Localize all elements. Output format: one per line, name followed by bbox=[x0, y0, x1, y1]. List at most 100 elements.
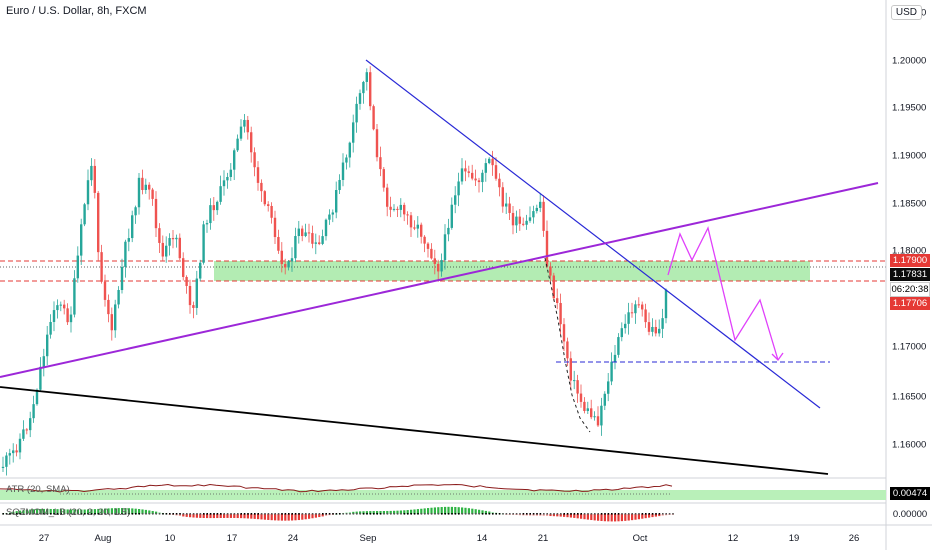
candle-body[interactable] bbox=[494, 165, 498, 179]
candle-body[interactable] bbox=[413, 227, 416, 229]
candle-body[interactable] bbox=[239, 126, 243, 139]
candle-body[interactable] bbox=[549, 266, 552, 276]
candle-body[interactable] bbox=[18, 438, 22, 453]
candle-body[interactable] bbox=[331, 212, 334, 215]
candle-body[interactable] bbox=[335, 190, 338, 213]
candle-body[interactable] bbox=[409, 215, 413, 228]
candle-body[interactable] bbox=[661, 318, 664, 329]
candle-body[interactable] bbox=[151, 189, 154, 199]
candle-body[interactable] bbox=[450, 204, 453, 228]
candle-body[interactable] bbox=[117, 289, 120, 305]
candle-body[interactable] bbox=[552, 275, 555, 299]
candle-body[interactable] bbox=[1, 466, 5, 468]
candle-body[interactable] bbox=[423, 236, 426, 244]
candle-body[interactable] bbox=[127, 238, 130, 242]
candle-body[interactable] bbox=[535, 207, 538, 212]
candle-body[interactable] bbox=[253, 152, 256, 168]
candle-body[interactable] bbox=[532, 211, 535, 218]
candle-body[interactable] bbox=[627, 312, 630, 324]
candle-body[interactable] bbox=[617, 337, 620, 355]
candle-body[interactable] bbox=[515, 216, 518, 226]
candle-body[interactable] bbox=[505, 203, 508, 207]
candle-body[interactable] bbox=[294, 236, 297, 259]
candle-body[interactable] bbox=[338, 179, 341, 191]
candle-body[interactable] bbox=[134, 207, 137, 216]
candle-body[interactable] bbox=[443, 234, 447, 261]
time-axis[interactable]: 27 Aug 10 17 24 Sep 14 21 Oct 12 19 26 bbox=[39, 533, 860, 544]
candle-body[interactable] bbox=[137, 177, 141, 208]
candle-body[interactable] bbox=[5, 455, 8, 467]
candle-body[interactable] bbox=[233, 150, 236, 170]
candle-body[interactable] bbox=[586, 408, 589, 411]
candle-body[interactable] bbox=[161, 242, 164, 257]
candle-body[interactable] bbox=[141, 177, 144, 191]
candle-body[interactable] bbox=[297, 228, 300, 237]
candle-body[interactable] bbox=[120, 266, 124, 290]
candle-body[interactable] bbox=[192, 305, 195, 308]
candle-body[interactable] bbox=[488, 158, 491, 164]
ascending-trendline[interactable] bbox=[0, 182, 879, 378]
candle-body[interactable] bbox=[542, 201, 545, 231]
candle-body[interactable] bbox=[42, 356, 45, 367]
candle-body[interactable] bbox=[93, 165, 96, 193]
candle-body[interactable] bbox=[603, 393, 606, 406]
candle-body[interactable] bbox=[624, 323, 627, 329]
candle-body[interactable] bbox=[83, 204, 86, 225]
candle-body[interactable] bbox=[110, 314, 113, 331]
candle-body[interactable] bbox=[426, 243, 430, 249]
candle-body[interactable] bbox=[209, 205, 212, 224]
candle-body[interactable] bbox=[273, 217, 277, 238]
candle-body[interactable] bbox=[182, 258, 185, 277]
candle-body[interactable] bbox=[630, 312, 634, 314]
atr-label[interactable]: ATR (20, SMA) bbox=[6, 484, 70, 495]
candle-body[interactable] bbox=[73, 278, 76, 315]
candle-body[interactable] bbox=[212, 205, 215, 211]
candle-body[interactable] bbox=[199, 262, 202, 279]
candle-body[interactable] bbox=[86, 180, 90, 205]
candle-body[interactable] bbox=[392, 208, 396, 210]
candle-body[interactable] bbox=[76, 255, 79, 279]
candle-body[interactable] bbox=[8, 453, 11, 456]
candle-body[interactable] bbox=[556, 298, 559, 303]
candle-body[interactable] bbox=[369, 72, 372, 107]
candle-body[interactable] bbox=[154, 198, 158, 229]
candle-body[interactable] bbox=[406, 214, 409, 216]
candle-body[interactable] bbox=[372, 106, 375, 130]
candle-body[interactable] bbox=[59, 304, 62, 306]
candle-body[interactable] bbox=[97, 192, 100, 253]
candle-body[interactable] bbox=[178, 237, 181, 259]
candle-body[interactable] bbox=[202, 224, 205, 263]
candle-body[interactable] bbox=[620, 328, 623, 338]
candle-body[interactable] bbox=[229, 169, 232, 177]
candle-body[interactable] bbox=[518, 216, 521, 224]
candle-body[interactable] bbox=[188, 285, 192, 306]
candle-body[interactable] bbox=[103, 281, 107, 300]
candle-body[interactable] bbox=[131, 215, 134, 239]
candle-body[interactable] bbox=[579, 393, 583, 402]
candle-body[interactable] bbox=[358, 93, 362, 104]
candle-body[interactable] bbox=[284, 264, 287, 268]
candle-body[interactable] bbox=[566, 341, 569, 359]
dashed-path[interactable] bbox=[544, 257, 591, 433]
candle-body[interactable] bbox=[80, 224, 83, 256]
candle-body[interactable] bbox=[236, 138, 239, 151]
candle-body[interactable] bbox=[15, 450, 18, 453]
candle-body[interactable] bbox=[328, 214, 331, 220]
long-term-trendline[interactable] bbox=[0, 386, 829, 475]
candle-body[interactable] bbox=[607, 381, 610, 394]
candle-body[interactable] bbox=[25, 429, 28, 431]
atr-line[interactable] bbox=[0, 483, 673, 493]
candle-body[interactable] bbox=[386, 187, 389, 207]
candle-body[interactable] bbox=[484, 163, 487, 173]
candle-body[interactable] bbox=[301, 228, 304, 237]
candle-body[interactable] bbox=[290, 258, 294, 262]
candle-body[interactable] bbox=[324, 219, 328, 237]
candle-body[interactable] bbox=[226, 176, 229, 181]
candle-body[interactable] bbox=[267, 204, 270, 206]
candle-body[interactable] bbox=[175, 237, 178, 240]
candle-body[interactable] bbox=[522, 223, 525, 225]
candle-body[interactable] bbox=[270, 205, 273, 218]
candle-body[interactable] bbox=[12, 450, 15, 454]
candle-body[interactable] bbox=[355, 103, 358, 123]
